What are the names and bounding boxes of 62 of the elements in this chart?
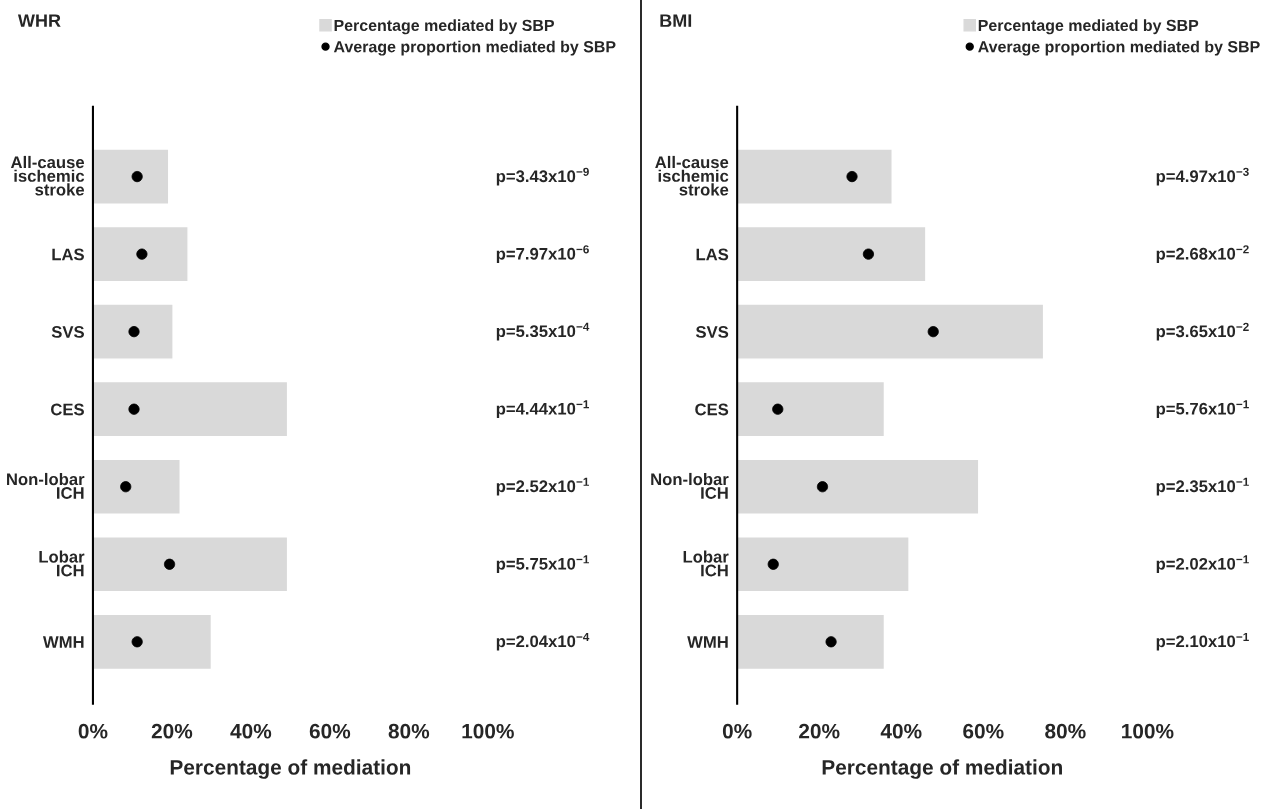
- bar: [737, 458, 980, 515]
- x-axis-title: Percentage of mediation: [822, 759, 1062, 779]
- legend-label: Percentage mediated by SBP: [978, 19, 1199, 35]
- text: p=5.76x10$^{−1}$: [1156, 400, 1249, 418]
- text: p=2.10x10$^{−1}$: [1156, 632, 1249, 651]
- y-tick-label: SVS: [695, 326, 729, 338]
- text: p=3.65x10$^{−2}$: [1156, 322, 1249, 341]
- bar: [92, 536, 289, 593]
- x-tick-label: 100%: [1122, 723, 1174, 739]
- x-tick-label: 80%: [1045, 723, 1086, 739]
- text: p=4.97x10$^{−3}$: [1156, 167, 1249, 186]
- x-tick-label: 20%: [799, 723, 840, 739]
- y-tick-label: WMH: [42, 636, 84, 648]
- y-tick-label: WMH: [687, 636, 728, 648]
- text: p=7.97x10$^{−6}$: [496, 245, 589, 263]
- legend-label: Percentage mediated by SBP: [334, 19, 554, 35]
- bar: [92, 380, 289, 438]
- bar: [737, 225, 927, 283]
- bar: [92, 458, 181, 515]
- x-tick-label: 60%: [963, 723, 1004, 739]
- x-tick-label: 40%: [230, 723, 272, 739]
- text: p=2.04x10$^{−4}$: [496, 632, 590, 651]
- bar: [92, 148, 170, 205]
- y-tick-label: Lobar ICH: [683, 550, 729, 577]
- text: p=2.52x10$^{−1}$: [496, 477, 589, 496]
- bar: [92, 303, 174, 360]
- x-tick-label: 40%: [880, 723, 922, 739]
- x-tick-label: 80%: [388, 723, 430, 739]
- y-tick-label: All-cause ischemic stroke: [655, 155, 729, 196]
- bar: [737, 148, 893, 205]
- chart-title: BMI: [660, 14, 692, 27]
- x-tick-label: 0%: [78, 723, 108, 739]
- x-axis-title: Percentage of mediation: [170, 759, 411, 779]
- x-tick-label: 20%: [151, 723, 193, 739]
- y-tick-label: CES: [695, 403, 729, 416]
- bar: [737, 380, 886, 438]
- y-tick-label: LAS: [52, 248, 84, 261]
- text: p=5.35x10$^{−4}$: [496, 322, 590, 341]
- text: p=2.35x10$^{−1}$: [1156, 477, 1249, 496]
- y-tick-label: Lobar ICH: [39, 550, 85, 577]
- x-tick-label: 60%: [309, 723, 351, 739]
- legend-label: Average proportion mediated by SBP: [978, 40, 1260, 56]
- bar: [737, 536, 910, 593]
- chart-title: WHR: [17, 14, 61, 27]
- bar: [92, 225, 189, 283]
- bar: [737, 303, 1045, 360]
- bar: [737, 613, 886, 671]
- bar: [92, 613, 213, 671]
- legend-label: Average proportion mediated by SBP: [333, 40, 616, 56]
- text: p=3.43x10$^{−9}$: [496, 167, 589, 186]
- text: p=2.02x10$^{−1}$: [1156, 555, 1249, 573]
- text: p=4.44x10$^{−1}$: [496, 400, 589, 418]
- text: p=2.68x10$^{−2}$: [1156, 245, 1249, 263]
- y-tick-label: CES: [51, 403, 84, 416]
- y-tick-label: All-cause ischemic stroke: [10, 155, 85, 196]
- y-tick-label: Non-lobar ICH: [7, 472, 85, 499]
- x-tick-label: 100%: [462, 723, 514, 739]
- x-tick-label: 0%: [722, 723, 752, 739]
- y-tick-label: SVS: [51, 326, 84, 338]
- y-tick-label: LAS: [696, 248, 729, 261]
- y-tick-label: Non-lobar ICH: [651, 472, 729, 499]
- text: p=5.75x10$^{−1}$: [496, 555, 589, 573]
